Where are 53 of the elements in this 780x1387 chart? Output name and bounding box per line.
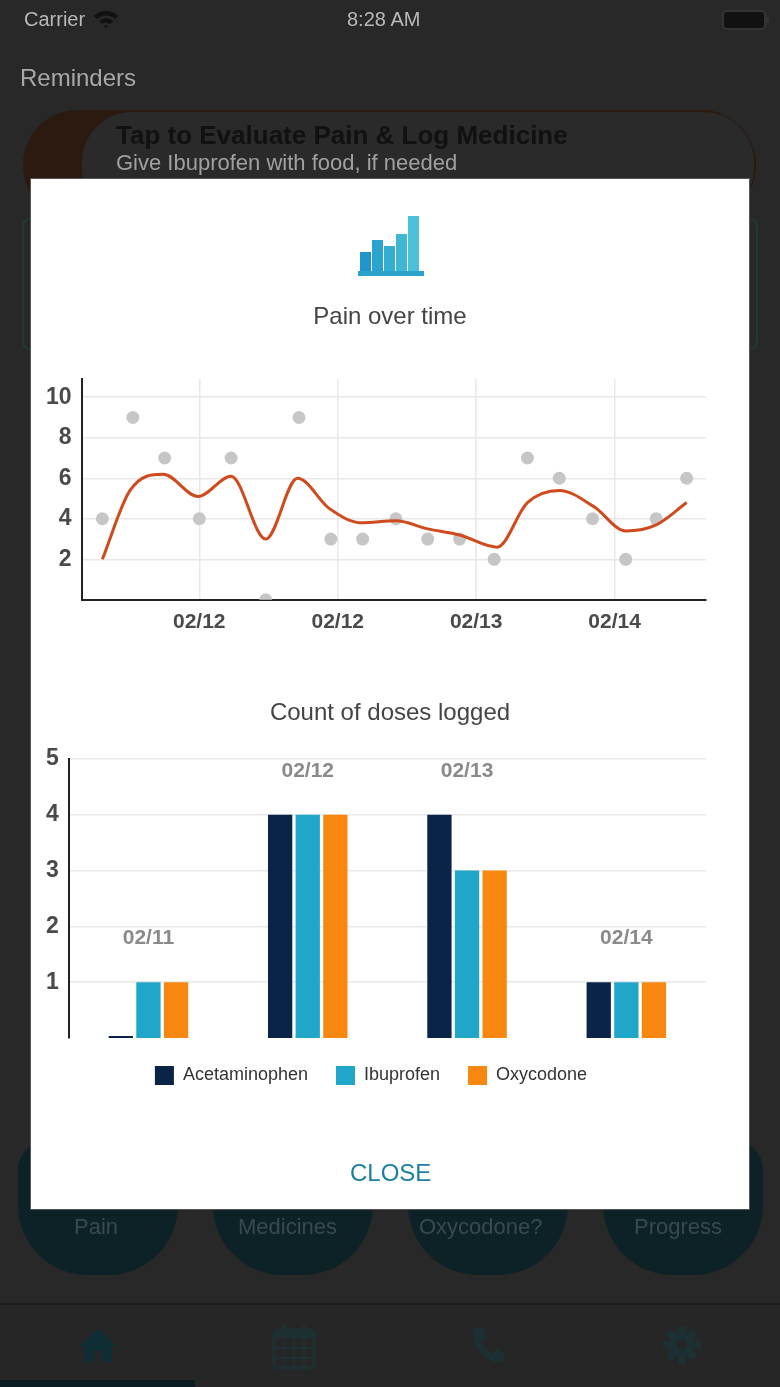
point	[224, 451, 238, 465]
x-tick-label: 02/12	[281, 757, 335, 781]
y-tick-label: 5	[45, 744, 59, 771]
text: Give Ibuprofen with food, if needed	[116, 150, 458, 176]
point	[552, 471, 566, 485]
y-tick-label: 1	[45, 967, 59, 994]
x-tick-label: 02/12	[311, 609, 365, 633]
point	[586, 512, 600, 526]
x-tick-label: 02/13	[440, 757, 494, 781]
y-tick-label: 6	[58, 463, 72, 490]
x-tick-label: 02/12	[172, 609, 226, 633]
point	[292, 410, 306, 424]
chart-title: Count of doses logged	[268, 698, 512, 726]
point	[95, 512, 109, 526]
x-tick-label: 02/14	[600, 925, 653, 948]
bar	[454, 870, 480, 1038]
bar	[136, 982, 161, 1038]
y-tick-label: 4	[45, 800, 59, 827]
legend-label: Oxycodone	[496, 1064, 588, 1085]
point	[324, 532, 338, 546]
bar	[586, 982, 611, 1038]
bar	[267, 814, 293, 1038]
x-tick-label: 02/13	[449, 609, 503, 633]
y-tick-label: 10	[45, 382, 72, 409]
bar	[323, 814, 348, 1038]
point	[487, 552, 501, 566]
y-tick-label: 3	[45, 855, 59, 882]
x-tick-label: 02/11	[122, 925, 175, 948]
text: Carrier	[24, 8, 86, 31]
legend-label: Acetaminophen	[182, 1064, 308, 1085]
bar	[614, 982, 639, 1038]
point	[520, 451, 534, 465]
point	[192, 512, 206, 526]
chart-title: Pain over time	[312, 302, 468, 330]
bar	[163, 982, 189, 1038]
x-tick-label: 02/14	[588, 609, 642, 633]
bar	[482, 870, 507, 1038]
y-tick-label: 4	[58, 504, 72, 531]
point	[356, 532, 370, 546]
legend-label: Ibuprofen	[363, 1064, 441, 1085]
text: 8:28 AM	[347, 8, 421, 31]
bar	[641, 982, 667, 1038]
text: Reminders	[20, 64, 137, 92]
point	[126, 410, 140, 424]
bar	[295, 814, 320, 1038]
point	[158, 451, 172, 465]
y-tick-label: 2	[45, 911, 59, 938]
y-tick-label: 8	[58, 423, 72, 450]
bar	[427, 814, 452, 1038]
text: CLOSE	[350, 1159, 432, 1187]
point	[619, 552, 633, 566]
y-tick-label: 2	[58, 544, 72, 571]
point	[421, 532, 435, 546]
